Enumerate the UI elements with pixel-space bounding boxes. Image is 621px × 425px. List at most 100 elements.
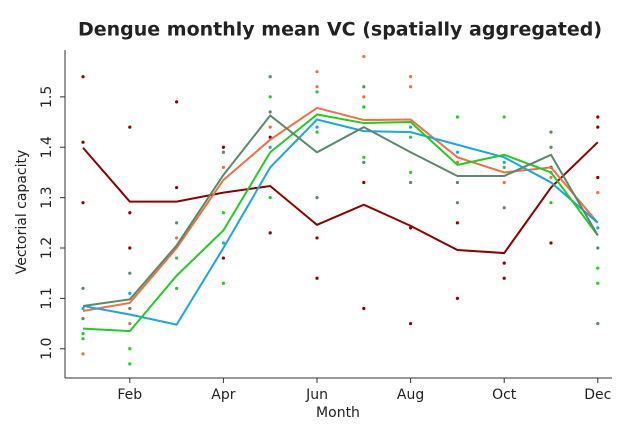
data-dot [128, 211, 132, 215]
x-axis-label: Month [316, 405, 360, 421]
data-dot [362, 85, 366, 89]
series-line [82, 141, 599, 255]
x-tick-label: Apr [211, 387, 235, 403]
data-dot [409, 85, 413, 89]
data-dot [175, 286, 179, 290]
data-dot [409, 135, 413, 139]
data-dot [455, 221, 459, 225]
data-dot [81, 140, 85, 144]
x-tick-label: Jun [305, 387, 328, 403]
data-dot [128, 246, 132, 250]
data-dot [409, 125, 413, 129]
data-dot [362, 105, 366, 109]
data-dot [221, 165, 225, 169]
data-dot [549, 241, 553, 245]
data-dot [409, 180, 413, 185]
series-line [82, 106, 599, 312]
data-dot [221, 256, 225, 260]
data-dot [455, 115, 459, 119]
data-dot [128, 362, 132, 366]
data-dot [596, 281, 600, 285]
data-dot [128, 306, 132, 311]
data-dot [268, 125, 272, 129]
data-dot [81, 316, 85, 321]
data-dot [409, 75, 413, 79]
data-dot [455, 296, 459, 300]
data-dot [128, 271, 132, 275]
data-dot [175, 256, 179, 260]
y-tick-label: 1.1 [39, 287, 55, 309]
data-dot [455, 150, 459, 154]
data-dot [315, 125, 319, 129]
data-dot [596, 266, 600, 270]
data-dot [502, 180, 506, 185]
data-dot [221, 241, 225, 245]
data-dot [315, 70, 319, 74]
y-tick-label: 1.4 [39, 136, 55, 158]
data-dot [268, 196, 272, 200]
data-dot [128, 125, 132, 129]
data-dot [175, 185, 179, 190]
data-dot [502, 261, 506, 265]
data-dot [596, 125, 600, 129]
data-dot [315, 130, 319, 134]
data-dot [268, 110, 272, 114]
data-dot [81, 332, 85, 336]
data-dot [315, 196, 319, 200]
data-dot [596, 190, 600, 195]
x-tick-label: Dec [584, 387, 611, 403]
data-dot [502, 160, 506, 164]
data-dot [81, 306, 85, 311]
y-axis-label: Vectorial capacity [14, 150, 30, 275]
data-dot [596, 246, 600, 250]
data-dot [81, 75, 85, 79]
data-dot [268, 145, 272, 149]
data-dot [175, 100, 179, 104]
series-line [82, 118, 599, 326]
data-dot [362, 54, 366, 59]
data-dot [362, 160, 366, 164]
data-dot [268, 231, 272, 235]
data-dot [81, 286, 85, 290]
data-dot [315, 85, 319, 89]
data-dot [268, 75, 272, 79]
data-dot [455, 180, 459, 185]
data-dot [362, 155, 366, 159]
y-tick-label: 1.3 [39, 186, 55, 208]
data-dot [81, 352, 85, 356]
data-dot [596, 321, 600, 326]
data-dot [502, 165, 506, 169]
data-dot [315, 90, 319, 94]
data-dot [502, 276, 506, 280]
data-dot [549, 201, 553, 205]
data-dot [81, 337, 85, 341]
data-dot [221, 211, 225, 215]
data-dot [502, 115, 506, 119]
y-tick-label: 1.0 [39, 338, 55, 360]
x-tick-label: Aug [397, 387, 424, 403]
data-dot [409, 170, 413, 175]
series-line [82, 113, 599, 333]
chart-title: Dengue monthly mean VC (spatially aggreg… [78, 19, 602, 41]
data-dot [362, 180, 366, 185]
data-dot [221, 145, 225, 149]
data-dot [315, 276, 319, 280]
data-dot [596, 226, 600, 230]
y-tick-label: 1.5 [39, 86, 55, 108]
x-tick-label: Oct [492, 387, 517, 403]
data-dot [596, 115, 600, 119]
data-dot [81, 201, 85, 205]
data-dot [549, 175, 553, 180]
data-dot [362, 95, 366, 99]
data-dot [128, 291, 132, 295]
data-dot [221, 150, 225, 154]
data-dot [549, 130, 553, 134]
data-dot [268, 95, 272, 99]
data-dot [409, 321, 413, 326]
data-dot [362, 306, 366, 311]
x-tick-label: Feb [117, 387, 142, 403]
data-dot [596, 175, 600, 180]
data-dot [455, 201, 459, 205]
data-dot [315, 236, 319, 240]
